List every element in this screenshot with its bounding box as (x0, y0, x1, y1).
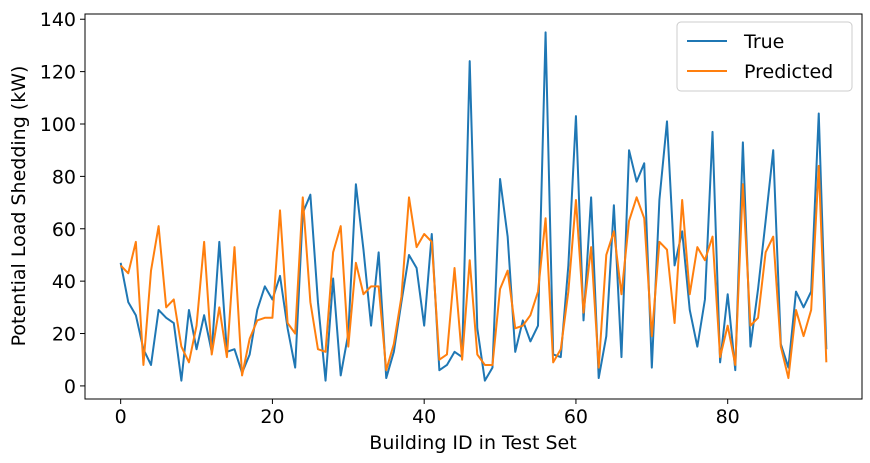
y-tick-label: 0 (64, 376, 76, 398)
y-tick-label: 120 (40, 62, 76, 84)
y-tick-label: 20 (52, 324, 76, 346)
series-line-predicted (119, 164, 828, 380)
x-axis: 0 20 40 60 80 (115, 399, 740, 428)
series-layer (119, 31, 828, 382)
plot-frame (84, 13, 863, 400)
y-tick-label: 140 (40, 9, 76, 31)
legend-box (676, 21, 853, 92)
y-tick-label: 80 (52, 166, 76, 188)
y-axis-title: Potential Load Shedding (kW) (8, 66, 30, 347)
y-tick-label: 40 (52, 271, 76, 293)
x-tick-label: 0 (115, 406, 127, 428)
y-tick-label: 60 (52, 219, 76, 241)
x-tick-label: 40 (412, 406, 436, 428)
x-tick-label: 80 (716, 406, 740, 428)
x-tick-label: 60 (564, 406, 588, 428)
series-line-true (119, 31, 828, 382)
y-tick-label: 100 (40, 114, 76, 136)
legend: True Predicted (676, 21, 853, 92)
legend-label-predicted: Predicted (744, 61, 833, 83)
y-axis: 0 20 40 60 80 100 120 140 (40, 9, 85, 398)
x-tick-label: 20 (260, 406, 284, 428)
legend-label-true: True (743, 31, 784, 53)
x-axis-title: Building ID in Test Set (369, 432, 576, 454)
